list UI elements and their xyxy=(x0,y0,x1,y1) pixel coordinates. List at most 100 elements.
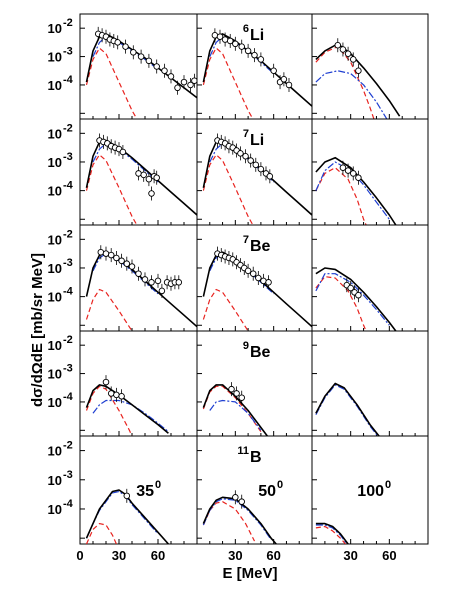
y-tick-label: 10 xyxy=(48,184,62,199)
angle-labels: 35 0 50 0 100 0 xyxy=(136,479,391,500)
y-tick-labels: 10 -210 -310 -410 -210 -310 -410 -210 -310 -410 -2… xyxy=(48,17,74,517)
panel-plot-area xyxy=(315,522,349,544)
panel-2-2 xyxy=(311,224,429,332)
y-tick-label: 10 xyxy=(48,155,62,170)
component-b-curve xyxy=(92,399,169,433)
nuclide-symbol: B xyxy=(250,449,262,466)
data-point xyxy=(355,67,362,75)
component-b-curve xyxy=(315,273,390,326)
data-point xyxy=(118,393,125,400)
data-point xyxy=(122,43,129,50)
data-point xyxy=(339,46,347,53)
data-point xyxy=(344,50,352,57)
component-b-curve xyxy=(315,524,348,544)
data-point xyxy=(334,41,342,49)
data-point xyxy=(216,33,224,40)
angle-unit: 0 xyxy=(277,479,283,491)
component-a-curve xyxy=(315,167,367,225)
data-point xyxy=(145,57,153,65)
data-point xyxy=(355,291,362,299)
panel-4-2 xyxy=(311,435,429,545)
data-point xyxy=(102,250,110,257)
nuclide-mass-number: 7 xyxy=(243,128,249,140)
panel-plot-area xyxy=(85,133,197,225)
data-point xyxy=(128,263,136,270)
x-tick-label: 60 xyxy=(266,548,280,563)
data-point xyxy=(280,76,288,83)
y-tick-exponent: -3 xyxy=(63,363,73,375)
component-a-curve xyxy=(85,47,138,119)
component-a-curve xyxy=(202,288,249,331)
component-a-curve xyxy=(202,154,254,225)
x-tick-label: 30 xyxy=(343,548,357,563)
data-point xyxy=(244,47,252,55)
panel-0-0 xyxy=(79,13,198,120)
y-tick-label: 10 xyxy=(48,395,62,410)
nuclide-symbol: Be xyxy=(250,238,271,255)
y-tick-label: 10 xyxy=(48,290,62,305)
y-tick-label: 10 xyxy=(48,21,62,36)
data-point xyxy=(228,385,235,393)
panel-frame xyxy=(79,13,198,120)
y-tick-exponent: -4 xyxy=(63,391,74,403)
total-curve xyxy=(315,382,380,436)
data-point xyxy=(107,251,115,259)
panel-0-2 xyxy=(311,13,429,120)
data-point xyxy=(237,150,244,157)
y-tick-label: 10 xyxy=(48,367,62,382)
component-b-curve xyxy=(202,498,272,540)
total-curve xyxy=(315,267,397,331)
panel-plot-area xyxy=(85,245,197,331)
y-tick-label: 10 xyxy=(48,261,62,276)
component-b-curve xyxy=(315,70,388,119)
y-tick-exponent: -2 xyxy=(63,228,73,240)
panel-frame xyxy=(79,330,198,437)
x-tick-label: 60 xyxy=(382,548,396,563)
nuclide-mass-number: 9 xyxy=(243,340,249,352)
panel-plot-area xyxy=(202,382,268,436)
data-point xyxy=(174,84,181,92)
total-curve xyxy=(202,139,312,216)
total-curve xyxy=(202,251,312,328)
data-point xyxy=(135,170,142,177)
y-tick-exponent: -3 xyxy=(63,46,73,58)
data-point xyxy=(247,157,254,164)
component-a-curve xyxy=(202,47,254,119)
data-point xyxy=(140,171,147,179)
data-point xyxy=(153,63,160,70)
y-tick-label: 10 xyxy=(48,473,62,488)
data-point xyxy=(187,81,194,89)
data-point xyxy=(161,67,168,75)
data-point xyxy=(255,274,262,282)
angle-value: 50 xyxy=(258,483,276,500)
panel-frame xyxy=(311,330,429,437)
angle-value: 100 xyxy=(357,483,384,500)
data-point xyxy=(232,494,239,501)
data-point xyxy=(244,267,252,275)
y-tick-label: 10 xyxy=(48,338,62,353)
data-point xyxy=(265,279,272,286)
component-b-curve xyxy=(209,399,262,431)
angle-value: 35 xyxy=(136,483,154,500)
panel-plot-area xyxy=(202,246,312,331)
data-point xyxy=(257,56,265,63)
component-b-curve xyxy=(92,142,159,183)
data-point xyxy=(339,164,347,171)
panel-plot-area xyxy=(85,26,197,119)
data-point xyxy=(97,248,105,256)
y-tick-exponent: -2 xyxy=(63,17,73,29)
panel-plot-area xyxy=(202,133,312,225)
data-point xyxy=(102,378,110,386)
panel-frame xyxy=(311,13,429,120)
data-point xyxy=(257,165,265,173)
y-tick-exponent: -2 xyxy=(63,122,73,134)
component-b-curve xyxy=(92,253,159,295)
total-curve xyxy=(85,489,169,544)
component-a-curve xyxy=(315,276,367,331)
y-tick-exponent: -4 xyxy=(63,74,74,86)
panel-plot-area xyxy=(202,490,277,544)
total-curve xyxy=(85,139,197,216)
x-tick-label: 30 xyxy=(228,548,242,563)
component-a-curve xyxy=(85,523,117,544)
y-tick-exponent: -3 xyxy=(63,257,73,269)
